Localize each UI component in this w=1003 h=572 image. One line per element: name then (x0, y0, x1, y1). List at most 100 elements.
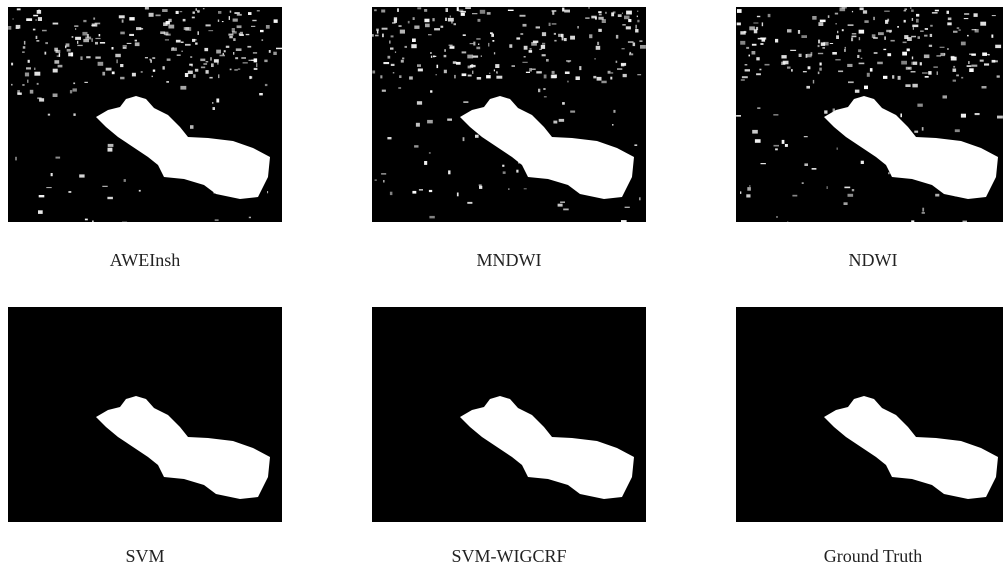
speckle (997, 75, 1000, 77)
speckle (124, 179, 126, 182)
panel (736, 7, 1003, 222)
speckle (852, 189, 854, 191)
speckle (912, 84, 917, 88)
speckle (801, 35, 807, 38)
speckle (180, 86, 186, 90)
speckle (546, 59, 549, 62)
speckle (916, 14, 919, 17)
speckle (209, 77, 212, 79)
speckle (634, 144, 637, 146)
speckle (153, 70, 155, 72)
speckle (230, 11, 232, 13)
speckle (99, 34, 101, 36)
speckle (12, 19, 13, 20)
speckle (549, 23, 551, 26)
speckle (405, 46, 408, 48)
speckle (494, 52, 495, 54)
speckle (806, 86, 810, 89)
speckle (26, 18, 32, 21)
speckle (185, 73, 188, 77)
speckle (132, 73, 136, 77)
speckle (922, 72, 928, 73)
speckle (34, 68, 35, 70)
speckle (106, 68, 112, 71)
speckle (58, 65, 63, 68)
speckle (756, 27, 758, 30)
speckle (832, 52, 837, 55)
speckle (492, 40, 494, 42)
speckle (34, 72, 40, 76)
speckle (935, 10, 939, 12)
speckle (616, 35, 618, 39)
speckle (749, 185, 750, 186)
speckle (775, 148, 778, 150)
speckle (236, 48, 242, 51)
speckle (412, 39, 416, 43)
speckle (761, 163, 766, 164)
speckle (837, 31, 838, 33)
speckle (758, 38, 762, 40)
figure: AWEInshMNDWINDWISVMSVM-WIGCRFGround Trut… (0, 0, 1003, 572)
speckle (757, 16, 760, 17)
speckle (922, 127, 924, 131)
speckle (618, 14, 622, 17)
speckle (746, 194, 750, 197)
speckle (783, 61, 789, 65)
speckle (570, 111, 575, 113)
speckle (523, 24, 527, 27)
speckle (233, 38, 235, 41)
speckle (176, 11, 179, 14)
speckle (538, 89, 540, 93)
speckle (233, 52, 234, 55)
speckle (243, 62, 248, 63)
speckle (204, 48, 208, 51)
speckle (878, 32, 884, 35)
speckle (129, 17, 134, 20)
speckle (824, 110, 827, 113)
speckle (428, 34, 432, 35)
speckle (229, 36, 233, 38)
speckle (149, 59, 151, 61)
speckle (842, 29, 844, 31)
speckle (127, 43, 132, 44)
speckle (967, 35, 969, 37)
speckle (992, 15, 996, 16)
speckle (852, 11, 853, 12)
speckle (633, 43, 636, 47)
speckle (757, 107, 760, 109)
speckle (393, 72, 395, 74)
speckle (220, 55, 226, 57)
speckle (822, 47, 825, 49)
speckle (22, 52, 25, 53)
speckle (917, 104, 922, 107)
speckle (622, 13, 623, 15)
speckle (935, 194, 939, 197)
speckle (798, 30, 800, 34)
speckle (544, 75, 547, 79)
speckle (48, 114, 50, 116)
speckle (774, 145, 780, 147)
speckle (476, 38, 480, 39)
speckle (115, 54, 121, 57)
speckle (963, 221, 968, 223)
speckle (54, 60, 59, 64)
speckle (975, 113, 980, 115)
speckle (765, 64, 770, 66)
speckle (171, 48, 177, 51)
speckle (215, 220, 219, 221)
speckle (959, 30, 961, 31)
speckle (901, 61, 907, 65)
speckle (508, 10, 514, 11)
speckle (818, 72, 820, 75)
speckle (238, 69, 240, 70)
speckle (953, 66, 955, 68)
caption: AWEInsh (110, 250, 181, 270)
speckle (141, 71, 143, 73)
speckle (874, 52, 878, 53)
speckle (629, 53, 633, 55)
speckle (70, 90, 72, 93)
speckle (914, 131, 918, 133)
speckle (102, 72, 105, 76)
speckle (201, 67, 205, 69)
speckle (911, 62, 917, 65)
